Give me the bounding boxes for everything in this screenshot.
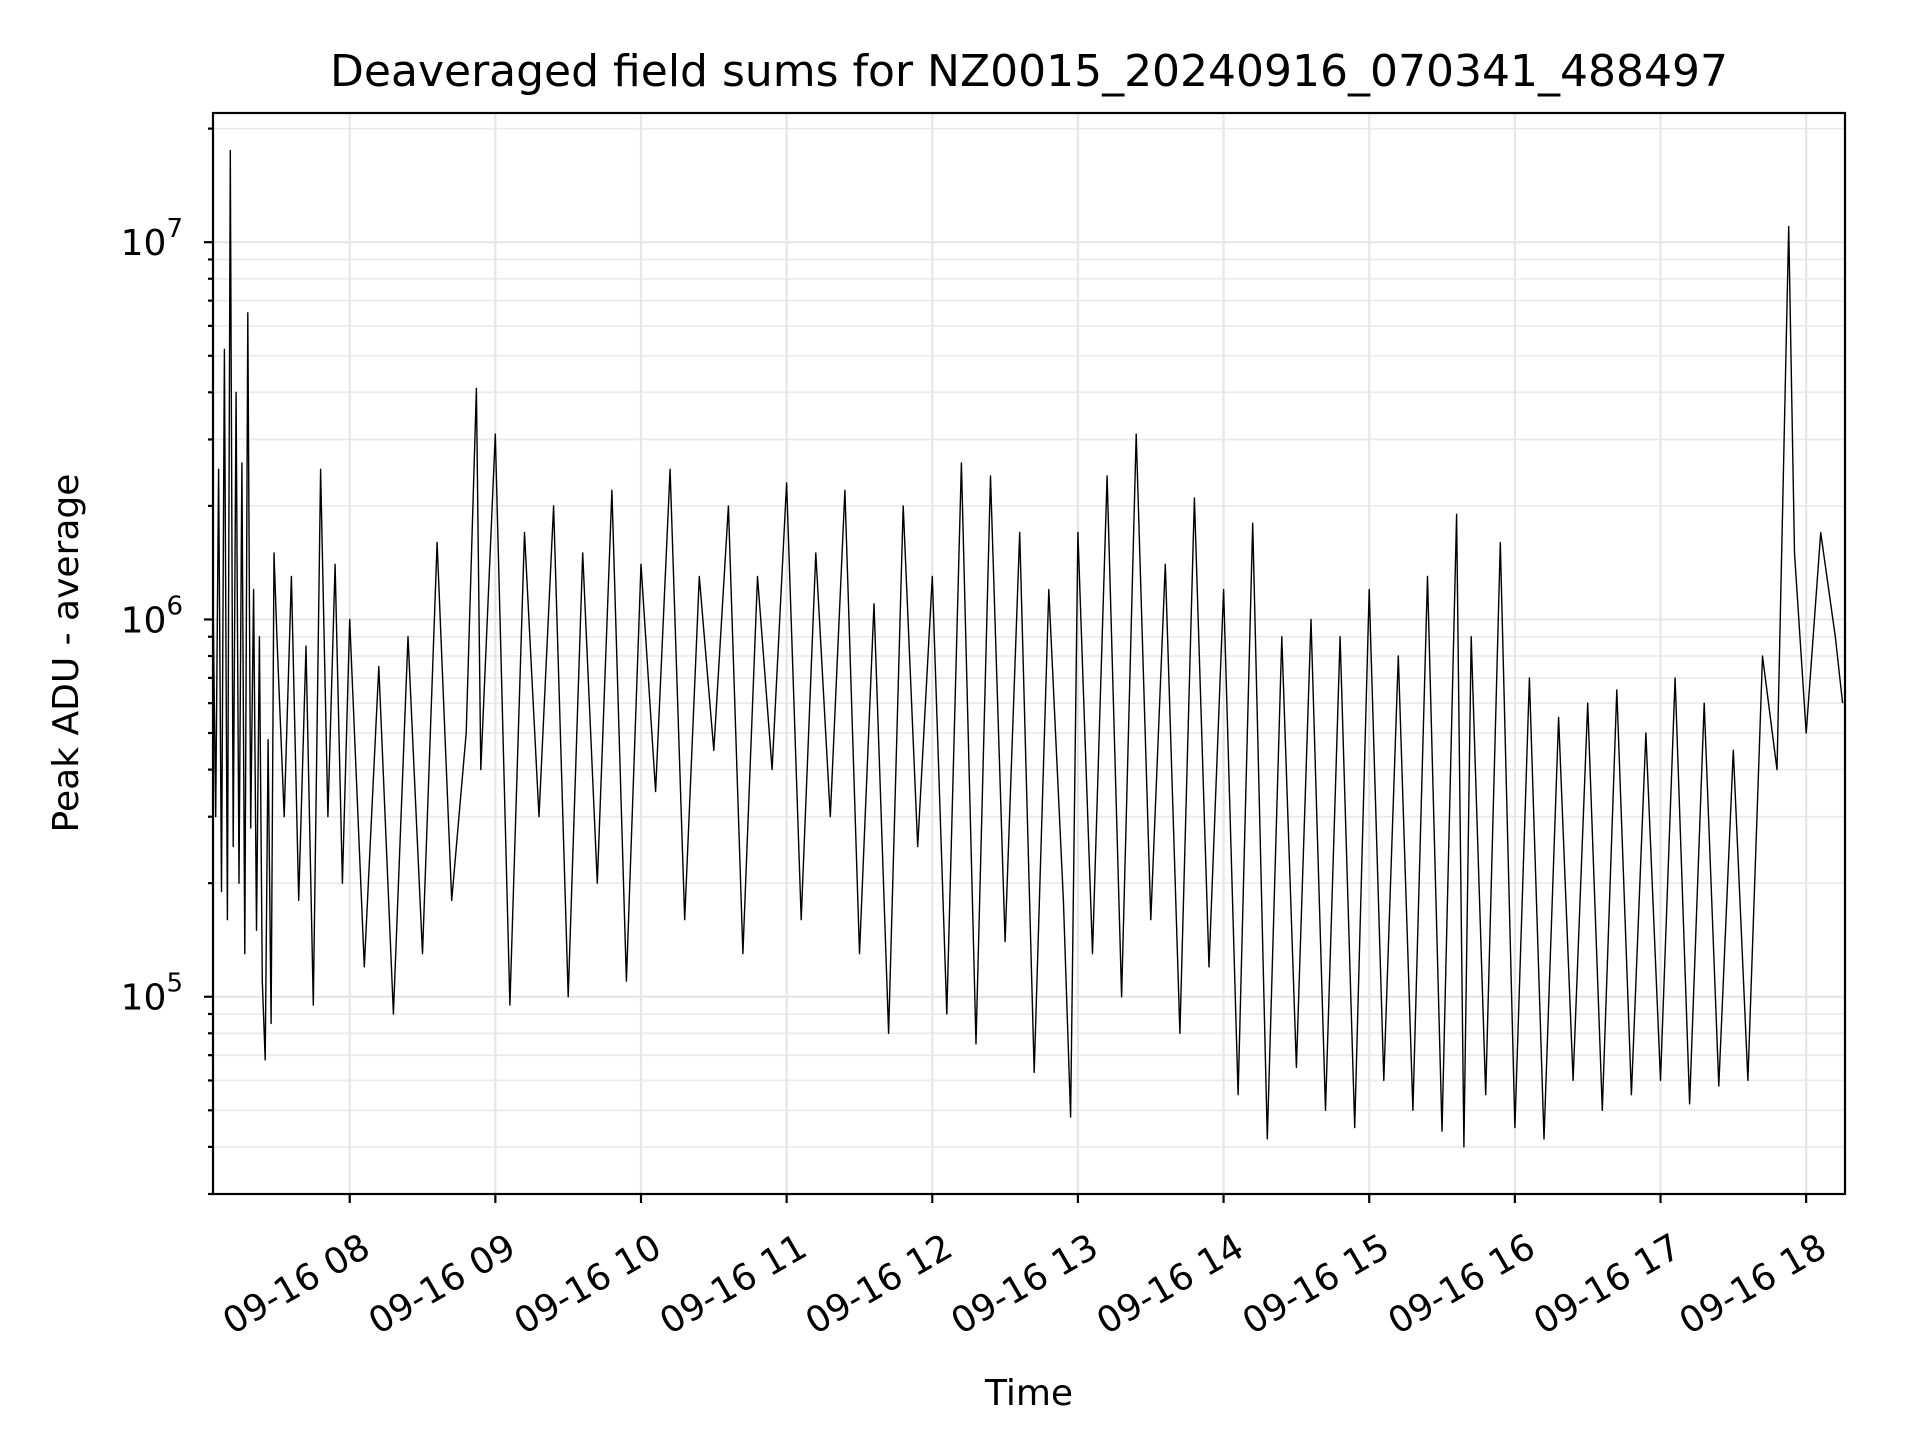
x-tick-label: 09-16 18: [1673, 1226, 1834, 1342]
y-axis-label: Peak ADU - average: [46, 474, 87, 833]
x-tick-label: 09-16 08: [216, 1226, 377, 1342]
y-tick-base: 10: [121, 978, 167, 1019]
x-tick-label: 09-16 10: [508, 1226, 669, 1342]
grid-layer: [213, 113, 1845, 1195]
x-tick-label: 09-16 12: [799, 1226, 960, 1342]
y-tick-base: 10: [121, 600, 167, 641]
x-tick-label: 09-16 11: [653, 1226, 814, 1342]
y-tick-base: 10: [121, 223, 167, 264]
x-tick-label: 09-16 09: [362, 1226, 523, 1342]
y-tick-exponent: 5: [166, 969, 183, 999]
y-tick-exponent: 6: [166, 591, 183, 621]
x-tick-label: 09-16 16: [1381, 1226, 1542, 1342]
x-tick-label: 09-16 14: [1090, 1226, 1251, 1342]
plot-frame: [211, 111, 1847, 1196]
y-tick-exponent: 7: [166, 214, 183, 244]
y-tick-label: 107: [121, 214, 183, 264]
x-tick-label: 09-16 13: [945, 1226, 1106, 1342]
y-tick-label: 106: [121, 591, 183, 641]
y-tick-label: 105: [121, 969, 183, 1019]
x-tick-label: 09-16 17: [1527, 1226, 1688, 1342]
series-line: [212, 149, 1844, 1148]
x-axis-label: Time: [984, 1373, 1073, 1414]
chart-title: Deaveraged field sums for NZ0015_2024091…: [330, 46, 1728, 97]
x-tick-label: 09-16 15: [1236, 1226, 1397, 1342]
series-layer: [212, 149, 1844, 1148]
